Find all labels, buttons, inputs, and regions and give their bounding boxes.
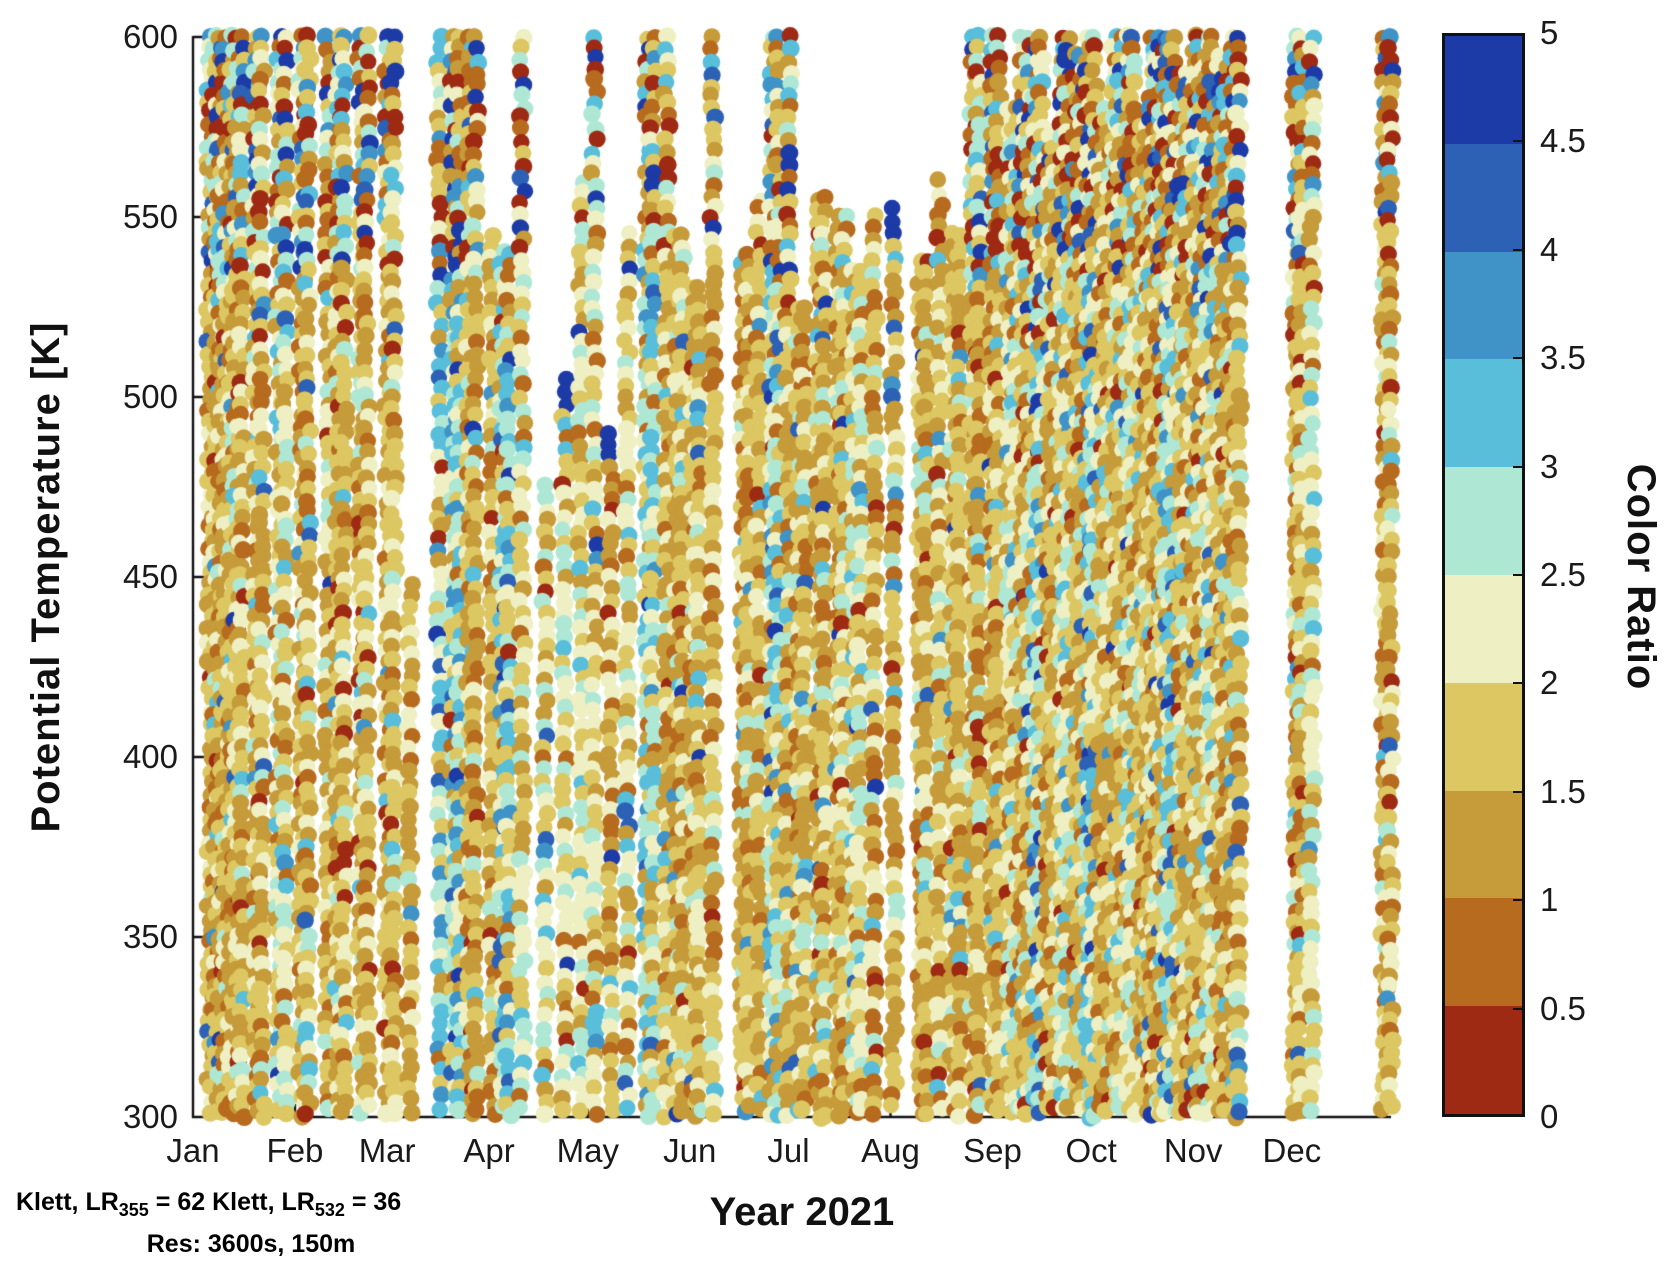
y-axis-label: Potential Temperature [K] [24,321,68,833]
colorbar-segment [1445,359,1522,468]
colorbar-tick-label: 3.5 [1540,339,1586,377]
y-tick-label: 350 [122,918,178,955]
x-tick-label: Jan [166,1132,220,1169]
colorbar-tick-mark [1513,790,1522,793]
colorbar-tick-label: 4.5 [1540,122,1586,160]
colorbar-tick-label: 1 [1540,881,1559,919]
y-tick-label: 400 [122,738,178,775]
colorbar-tick-mark [1513,574,1522,576]
colorbar-tick-mark [1513,899,1522,902]
colorbar-segment [1445,790,1522,899]
colorbar-tick-mark [1513,357,1522,360]
colorbar-tick-mark [1513,140,1522,143]
x-tick-label: Mar [358,1132,416,1169]
colorbar-segment [1445,898,1522,1007]
x-tick-label: Dec [1262,1132,1322,1169]
y-tick-label: 300 [122,1098,178,1135]
annotation-resolution: Res: 3600s, 150m [146,1230,356,1258]
colorbar-segment [1445,36,1522,144]
colorbar [1442,33,1525,1117]
x-tick-label: Feb [266,1132,324,1169]
colorbar-tick-label: 0 [1540,1098,1559,1135]
x-tick-label: Aug [861,1132,920,1169]
x-tick-label: Nov [1163,1132,1223,1169]
x-tick-label: May [556,1132,619,1169]
x-tick-label: Sep [963,1132,1022,1169]
colorbar-tick-label: 1.5 [1540,772,1586,810]
colorbar-tick-mark [1513,1007,1522,1010]
y-tick-label: 600 [122,18,178,55]
y-tick-label: 500 [122,378,178,415]
colorbar-tick-label: 0.5 [1540,989,1586,1027]
colorbar-tick-label: 4 [1540,230,1559,268]
annotation-block: Klett, LR355 = 62 Klett, LR532 = 36 Res:… [16,1188,486,1259]
colorbar-tick-mark [1513,682,1522,685]
annotation-klett-sub-355: 355 [118,1200,149,1220]
colorbar-segment [1445,467,1522,575]
colorbar-title: Color Ratio [1619,463,1663,691]
x-tick-label: Jul [767,1132,810,1169]
annotation-klett-sub-532: 532 [314,1200,345,1220]
y-tick-label: 450 [122,558,178,595]
y-tick-label: 550 [122,198,178,235]
colorbar-tick-mark [1513,465,1522,468]
colorbar-tick-label: 2 [1540,664,1559,702]
colorbar-tick-mark [1513,248,1522,251]
x-tick-label: Jun [663,1132,717,1169]
colorbar-tick-label: 5 [1540,14,1559,51]
annotation-klett: Klett, LR355 = 62 Klett, LR532 = 36 [16,1188,402,1220]
colorbar-segment [1445,574,1522,683]
colorbar-tick-label: 3 [1540,447,1559,485]
colorbar-segment [1445,251,1522,360]
x-tick-label: Apr [463,1132,515,1169]
colorbar-segment [1445,143,1522,252]
colorbar-segment [1445,682,1522,791]
x-axis-title: Year 2021 [709,1190,895,1234]
colorbar-segment [1445,1006,1522,1114]
x-tick-label: Oct [1065,1132,1117,1169]
colorbar-tick-label: 2.5 [1540,556,1586,593]
